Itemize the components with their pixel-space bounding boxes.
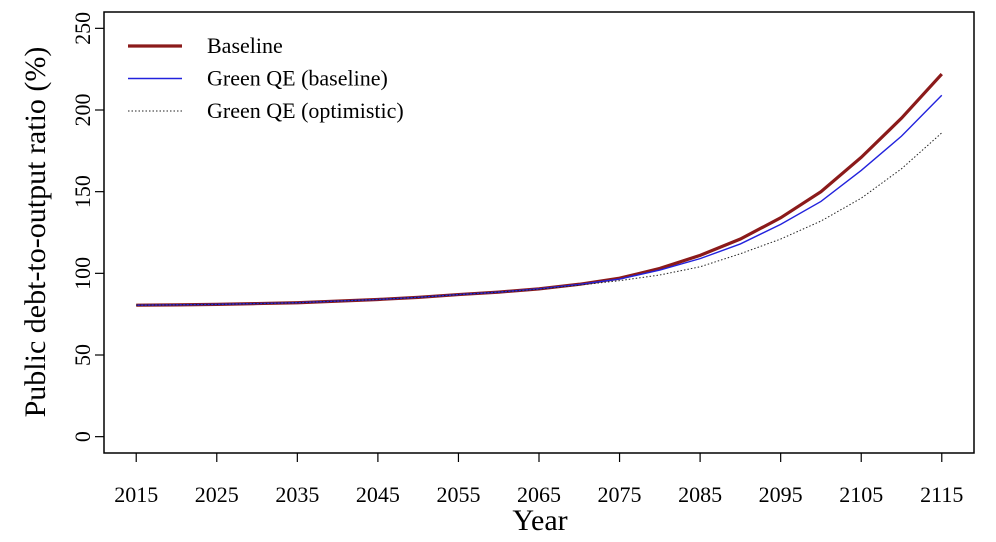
y-tick-label: 50 bbox=[70, 344, 95, 366]
x-tick-label: 2085 bbox=[678, 482, 722, 507]
y-tick-label: 0 bbox=[70, 431, 95, 442]
x-tick-label: 2115 bbox=[920, 482, 963, 507]
x-tick-label: 2015 bbox=[114, 482, 158, 507]
legend-label: Green QE (baseline) bbox=[207, 66, 388, 91]
y-tick-label: 150 bbox=[70, 175, 95, 208]
x-tick-label: 2075 bbox=[598, 482, 642, 507]
series-line bbox=[136, 94, 943, 306]
x-tick-label: 2095 bbox=[759, 482, 803, 507]
series-line bbox=[136, 132, 943, 306]
x-tick-label: 2065 bbox=[517, 482, 561, 507]
legend-label: Baseline bbox=[207, 33, 283, 58]
x-tick-label: 2055 bbox=[436, 482, 480, 507]
x-tick-label: 2025 bbox=[195, 482, 239, 507]
y-tick-label: 200 bbox=[70, 94, 95, 127]
y-axis-label: Public debt-to-output ratio (%) bbox=[19, 47, 52, 418]
x-tick-label: 2105 bbox=[839, 482, 883, 507]
x-tick-label: 2045 bbox=[356, 482, 400, 507]
y-tick-label: 100 bbox=[70, 257, 95, 290]
x-tick-label: 2035 bbox=[275, 482, 319, 507]
y-tick-label: 250 bbox=[70, 12, 95, 45]
x-axis-label: Year bbox=[512, 504, 567, 537]
legend-label: Green QE (optimistic) bbox=[207, 98, 404, 123]
